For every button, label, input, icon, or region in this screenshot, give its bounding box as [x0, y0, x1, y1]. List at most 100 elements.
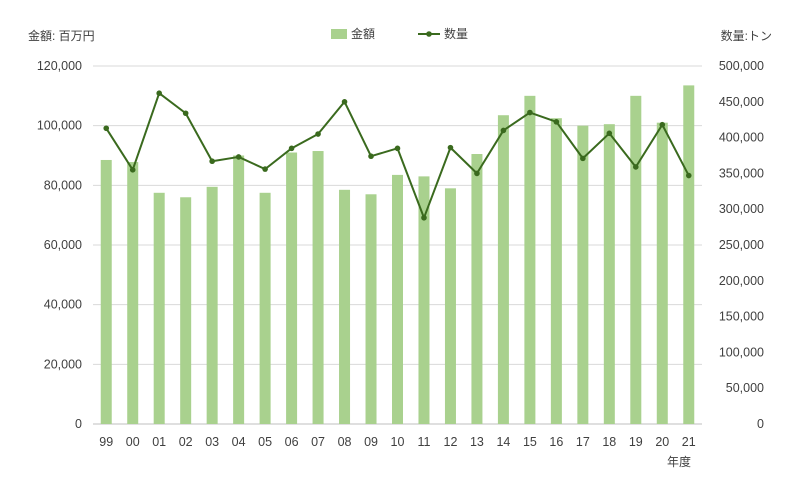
x-tick-label: 19 [629, 435, 643, 449]
bar [524, 95, 536, 424]
left-tick-label: 100,000 [37, 119, 82, 133]
x-tick-label: 18 [602, 435, 616, 449]
line-point [209, 158, 215, 165]
bar [100, 159, 112, 424]
left-tick-label: 40,000 [44, 298, 82, 312]
left-tick-label: 20,000 [44, 357, 82, 371]
right-tick-label: 400,000 [719, 131, 764, 145]
line-point [659, 121, 666, 128]
left-tick-label: 0 [75, 417, 82, 431]
line-point [633, 164, 639, 170]
x-tick-label: 05 [258, 435, 272, 449]
line-point [606, 130, 613, 137]
x-tick-label: 21 [682, 435, 696, 449]
line-point [182, 110, 189, 117]
line-point [288, 145, 295, 152]
line-point [500, 127, 507, 134]
right-tick-label: 0 [757, 417, 764, 431]
right-axis-ticks: 0 50,000 100,000 150,000 200,000 250,000 300,0… [719, 59, 764, 431]
bar [365, 194, 377, 424]
x-tick-label: 20 [655, 435, 669, 449]
x-tick-label: 15 [523, 435, 537, 449]
right-tick-label: 200,000 [719, 274, 764, 288]
right-tick-label: 250,000 [719, 238, 764, 252]
x-tick-label: 02 [179, 435, 193, 449]
x-tick-label: 13 [470, 435, 484, 449]
legend-label-quantity: 数量 [444, 26, 468, 41]
bar [233, 155, 245, 424]
left-tick-label: 80,000 [44, 178, 82, 192]
line-point [103, 125, 110, 132]
x-tick-label: 08 [338, 435, 352, 449]
x-tick-label: 14 [496, 435, 510, 449]
right-tick-label: 300,000 [719, 202, 764, 216]
line-point [527, 109, 533, 116]
right-tick-label: 450,000 [719, 95, 764, 109]
left-tick-label: 60,000 [44, 238, 82, 252]
left-axis-ticks: 0 20,000 40,000 60,000 80,000 100,000 120,000 [37, 59, 82, 431]
line-point [235, 154, 242, 160]
x-axis-ticks: 99 00 01 02 03 04 05 06 07 08 09 10 11 12 13 14 15 16 17 18… [99, 435, 695, 449]
line-point [474, 170, 480, 177]
line-point [129, 167, 136, 173]
bar [206, 186, 218, 424]
bar [577, 125, 589, 425]
x-tick-label: 12 [444, 435, 458, 449]
x-tick-label: 00 [126, 435, 140, 449]
bar [550, 118, 562, 424]
legend-marker-quantity [426, 31, 432, 37]
bar [630, 95, 642, 424]
bar [603, 124, 615, 425]
bar [497, 115, 509, 424]
x-tick-label: 09 [364, 435, 378, 449]
line-point [315, 131, 321, 137]
line-point [421, 214, 427, 221]
x-tick-label: 04 [232, 435, 246, 449]
line-point [368, 153, 374, 160]
bar [312, 151, 324, 424]
x-tick-label: 03 [205, 435, 219, 449]
right-axis-title: 数量:トン [721, 28, 772, 43]
bar [153, 192, 165, 424]
x-tick-label: 10 [391, 435, 405, 449]
right-tick-label: 50,000 [726, 381, 764, 395]
right-tick-label: 100,000 [719, 345, 764, 359]
bar [656, 122, 668, 424]
bar [259, 192, 271, 424]
bar [444, 188, 456, 424]
line-series-quantity [103, 90, 692, 221]
line-point [580, 155, 586, 162]
left-axis-title: 金額: 百万円 [28, 28, 95, 43]
bar [339, 189, 351, 424]
x-tick-label: 06 [285, 435, 299, 449]
right-tick-label: 500,000 [719, 59, 764, 73]
bar [471, 154, 483, 424]
right-tick-label: 150,000 [719, 310, 764, 324]
right-tick-label: 350,000 [719, 166, 764, 180]
line-point [156, 90, 162, 97]
line-point [685, 172, 692, 179]
x-tick-label: 07 [311, 435, 325, 449]
legend-label-amount: 金額 [351, 26, 375, 41]
line-point [262, 166, 268, 172]
bar [127, 162, 139, 424]
x-tick-label: 99 [99, 435, 113, 449]
bar-series-amount [100, 85, 695, 425]
bar [418, 176, 430, 424]
line-point [553, 119, 560, 125]
x-tick-label: 01 [152, 435, 166, 449]
left-tick-label: 120,000 [37, 59, 82, 73]
bar [286, 152, 298, 424]
x-tick-label: 11 [417, 435, 430, 449]
line-point [394, 145, 401, 152]
bar [180, 197, 192, 424]
legend-swatch-amount [331, 29, 347, 39]
x-axis-unit-label: 年度 [667, 454, 691, 469]
legend: 金額 数量 [331, 26, 468, 41]
line-point [447, 144, 454, 151]
bar [392, 174, 403, 424]
x-tick-label: 17 [576, 435, 590, 449]
bar [683, 85, 695, 425]
x-tick-label: 16 [549, 435, 563, 449]
